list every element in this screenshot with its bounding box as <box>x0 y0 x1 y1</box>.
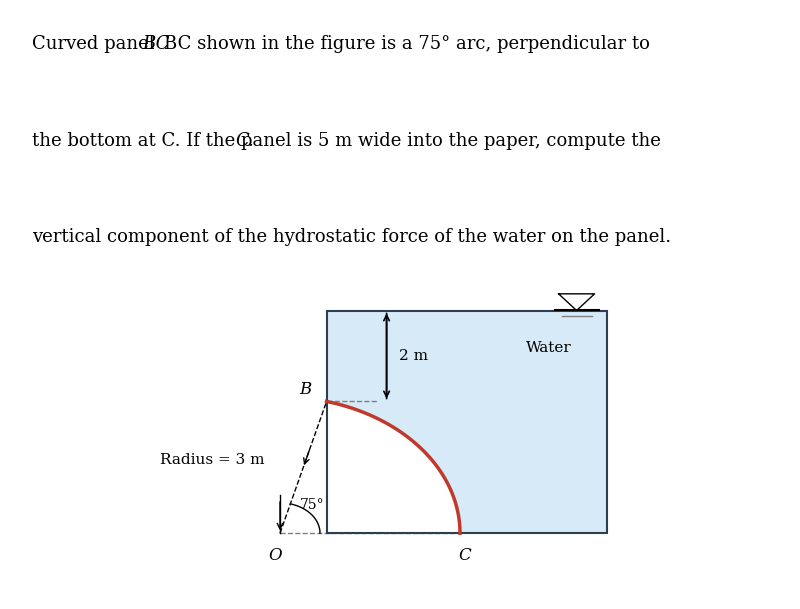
Text: C: C <box>458 547 471 564</box>
Text: vertical component of the hydrostatic force of the water on the panel.: vertical component of the hydrostatic fo… <box>32 228 671 246</box>
Text: Water: Water <box>526 341 571 355</box>
Text: Radius = 3 m: Radius = 3 m <box>160 452 265 466</box>
Polygon shape <box>326 311 606 533</box>
Text: Curved panel  BC shown in the figure is a 75° arc, perpendicular to: Curved panel BC shown in the figure is a… <box>32 35 650 53</box>
Text: B: B <box>299 381 311 398</box>
Text: 2 m: 2 m <box>398 349 427 363</box>
Text: 75°: 75° <box>300 498 325 512</box>
Polygon shape <box>326 401 460 533</box>
Text: the bottom at C. If the panel is 5 m wide into the paper, compute the: the bottom at C. If the panel is 5 m wid… <box>32 132 661 150</box>
Text: C.: C. <box>235 132 254 150</box>
Text: O: O <box>268 547 282 564</box>
Text: BC: BC <box>142 35 170 53</box>
